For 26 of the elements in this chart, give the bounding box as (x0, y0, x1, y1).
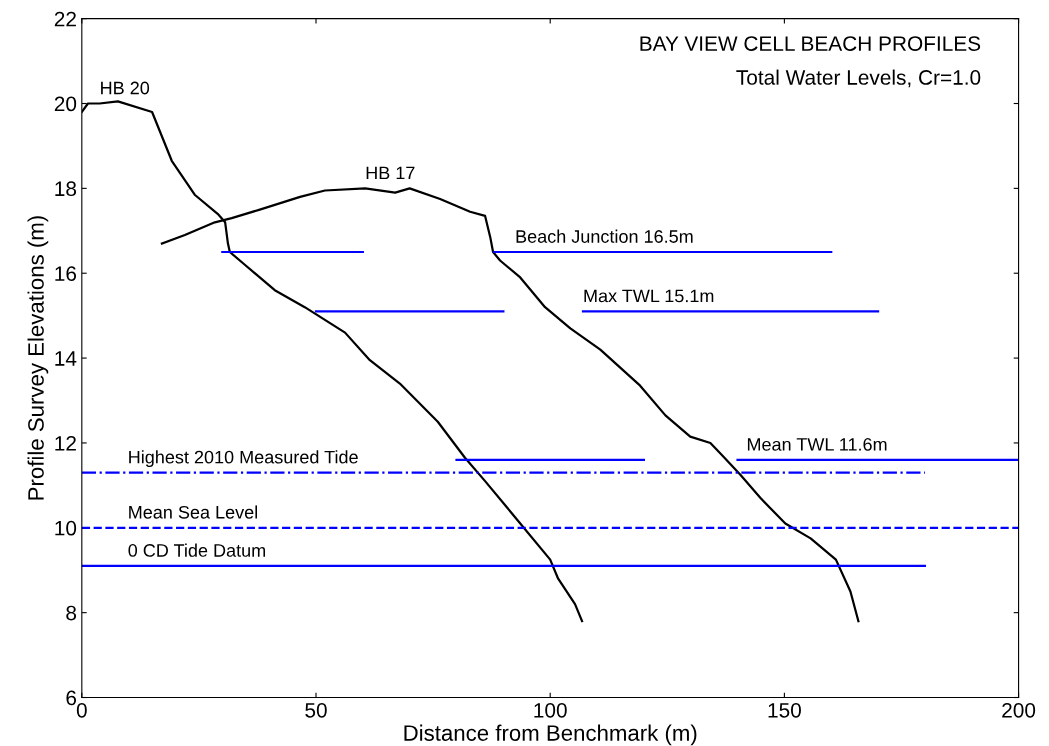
y-tick-label: 20 (54, 96, 77, 112)
annotation: Highest 2010 Measured Tide (129, 450, 358, 468)
annotation: Mean TWL 11.6m (747, 438, 887, 451)
y-axis-title: Profile Survey Elevations (m) (27, 216, 49, 500)
annotation: Mean Sea Level (129, 505, 257, 519)
y-tick-label: 22 (54, 11, 76, 27)
text: BAY VIEW CELL BEACH PROFILES (640, 36, 981, 51)
x-tick-label: 0 (76, 702, 87, 718)
annotation: 0 CD Tide Datum (128, 543, 266, 557)
annotation: HB 20 (101, 81, 150, 95)
x-tick-label: 100 (534, 702, 567, 718)
y-tick-label: 12 (55, 435, 76, 451)
annotation: Max TWL 15.1m (584, 289, 714, 303)
x-tick-label: 50 (305, 702, 327, 718)
annotation: Beach Junction 16.5m (516, 229, 693, 243)
y-tick-label: 10 (55, 520, 77, 536)
x-tick-label: 150 (768, 702, 801, 718)
y-tick-label: 6 (66, 690, 77, 706)
y-tick-label: 18 (55, 181, 77, 197)
x-axis-title: Distance from Benchmark (m) (404, 724, 697, 746)
y-tick-label: 16 (55, 266, 77, 281)
y-tick-label: 8 (66, 605, 77, 621)
y-tick-label: 14 (55, 351, 77, 366)
x-tick-label: 200 (1002, 702, 1036, 718)
text: Total Water Levels, Cr=1.0 (736, 69, 981, 88)
annotation: HB 17 (366, 166, 415, 180)
